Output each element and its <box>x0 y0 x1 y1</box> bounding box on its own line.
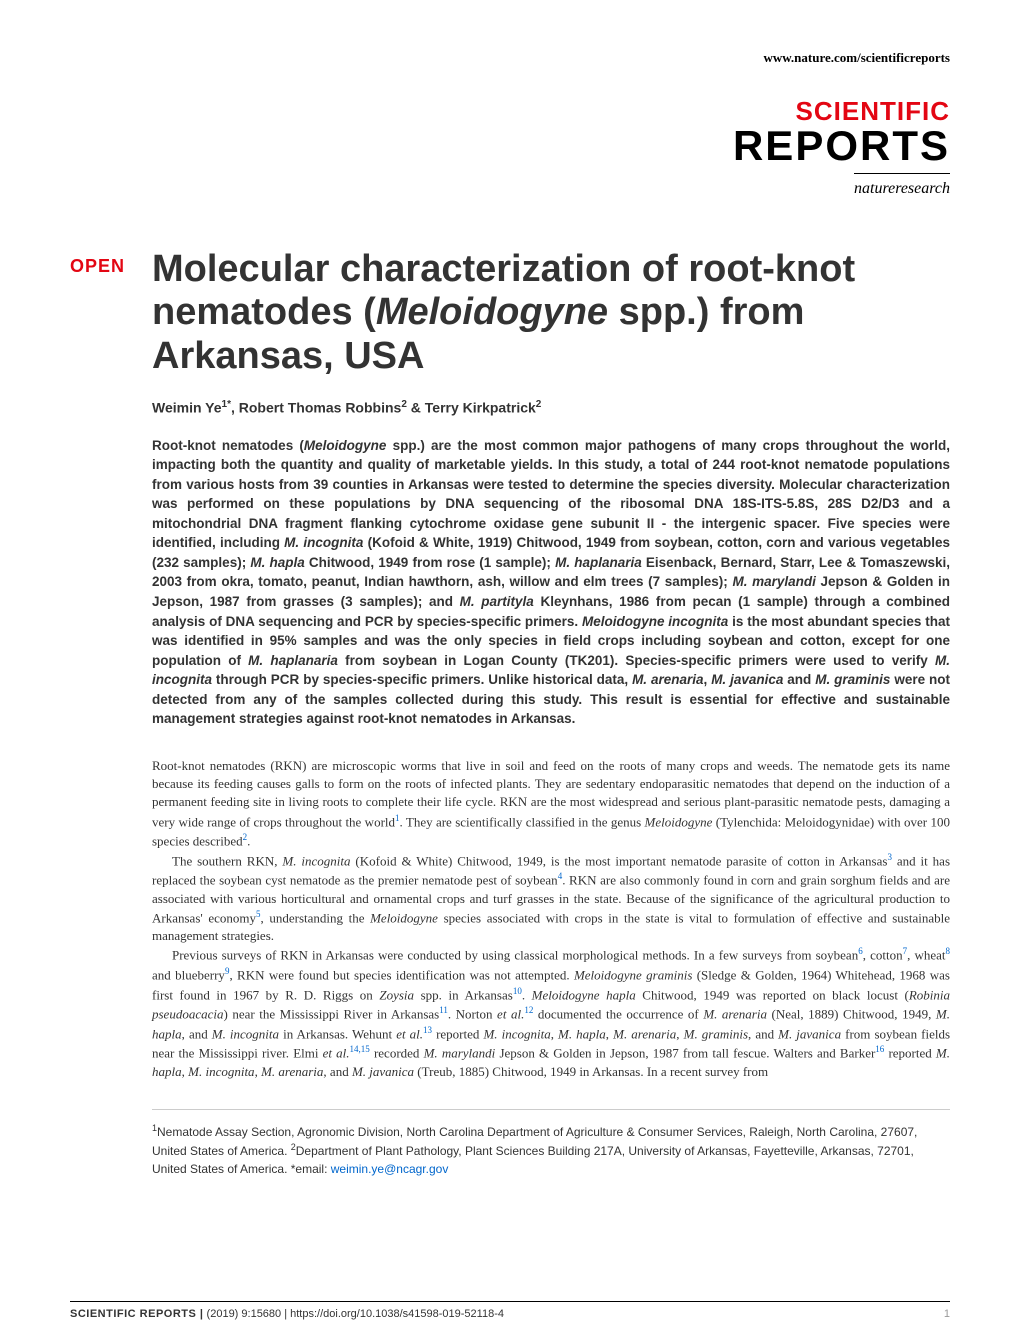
author-list: Weimin Ye1*, Robert Thomas Robbins2 & Te… <box>152 399 950 416</box>
footer-citation: (2019) 9:15680 | https://doi.org/10.1038… <box>207 1308 504 1320</box>
header-url[interactable]: www.nature.com/scientificreports <box>70 50 950 66</box>
body-paragraph-3: Previous surveys of RKN in Arkansas were… <box>152 945 950 1080</box>
footer-left: SCIENTIFIC REPORTS | (2019) 9:15680 | ht… <box>70 1308 504 1320</box>
publisher-label: natureresearch <box>854 173 950 198</box>
page-footer: SCIENTIFIC REPORTS | (2019) 9:15680 | ht… <box>70 1301 950 1320</box>
open-access-badge: OPEN <box>70 248 140 277</box>
logo-line2: REPORTS <box>70 127 950 165</box>
body-text: Root-knot nematodes (RKN) are microscopi… <box>152 757 950 1081</box>
abstract-text: Root-knot nematodes (Meloidogyne spp.) a… <box>152 436 950 729</box>
footer-journal: SCIENTIFIC REPORTS | <box>70 1308 203 1320</box>
body-paragraph-1: Root-knot nematodes (RKN) are microscopi… <box>152 757 950 851</box>
title-section: OPEN Molecular characterization of root-… <box>70 248 950 379</box>
body-paragraph-2: The southern RKN, M. incognita (Kofoid &… <box>152 851 950 946</box>
page-container: www.nature.com/scientificreports SCIENTI… <box>0 0 1020 1340</box>
article-title: Molecular characterization of root-knot … <box>152 248 950 379</box>
footer-page-number: 1 <box>944 1308 950 1320</box>
affiliations-text: 1Nematode Assay Section, Agronomic Divis… <box>152 1109 950 1178</box>
journal-logo: SCIENTIFIC REPORTS <box>70 96 950 165</box>
